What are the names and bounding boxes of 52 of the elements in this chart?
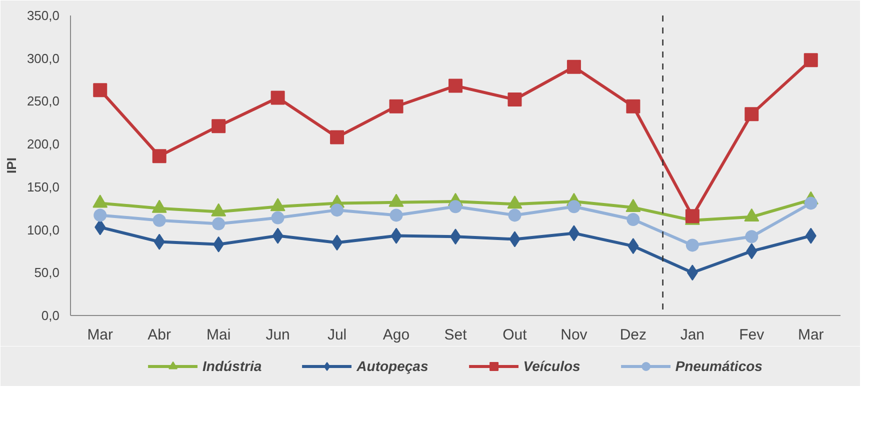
x-tick-label: Ago xyxy=(382,326,410,344)
point xyxy=(270,90,285,105)
point xyxy=(330,130,344,144)
x-tick-label: Out xyxy=(502,326,528,344)
point xyxy=(685,209,700,224)
x-tick-label: Fev xyxy=(739,326,765,344)
x-tick-label: Set xyxy=(444,326,468,344)
point xyxy=(271,211,284,224)
point xyxy=(389,99,404,114)
point xyxy=(449,200,462,214)
point xyxy=(448,78,462,93)
point xyxy=(745,230,758,244)
point xyxy=(330,204,344,217)
point xyxy=(390,208,403,222)
point xyxy=(567,200,580,214)
point xyxy=(212,119,226,134)
point xyxy=(508,92,522,106)
point xyxy=(744,107,759,122)
x-tick-label: Mar xyxy=(87,326,114,344)
legend-label: Pneumáticos xyxy=(675,358,762,374)
legend-label: Veículos xyxy=(523,358,580,374)
x-tick-label: Mai xyxy=(206,326,231,344)
x-tick-label: Dez xyxy=(620,326,647,344)
x-tick-label: Jul xyxy=(327,326,347,344)
y-tick-label: 50,0 xyxy=(34,265,60,280)
point xyxy=(626,99,640,114)
y-tick-label: 150,0 xyxy=(26,179,60,194)
y-tick-label: 0,0 xyxy=(41,308,60,323)
point xyxy=(152,214,166,227)
y-axis-title: IPI xyxy=(4,158,19,174)
x-tick-label: Abr xyxy=(148,326,172,344)
point xyxy=(804,196,818,210)
legend-label: Autopeças xyxy=(356,358,428,374)
legend-label: Indústria xyxy=(202,358,262,374)
point xyxy=(566,60,581,74)
x-tick-label: Mar xyxy=(798,326,824,344)
point xyxy=(508,208,522,222)
y-tick-label: 300,0 xyxy=(26,50,60,66)
point xyxy=(94,208,107,222)
point xyxy=(93,83,108,98)
x-tick-label: Nov xyxy=(560,326,588,344)
y-tick-label: 100,0 xyxy=(26,222,60,238)
x-tick-label: Jun xyxy=(266,326,290,344)
y-tick-label: 250,0 xyxy=(26,94,60,109)
x-tick-label: Jan xyxy=(680,326,705,344)
y-tick-label: 350,0 xyxy=(26,8,60,23)
point xyxy=(626,213,640,226)
point xyxy=(686,238,699,252)
y-tick-label: 200,0 xyxy=(26,136,60,152)
point xyxy=(804,53,818,68)
point xyxy=(152,149,166,164)
point xyxy=(212,217,226,230)
